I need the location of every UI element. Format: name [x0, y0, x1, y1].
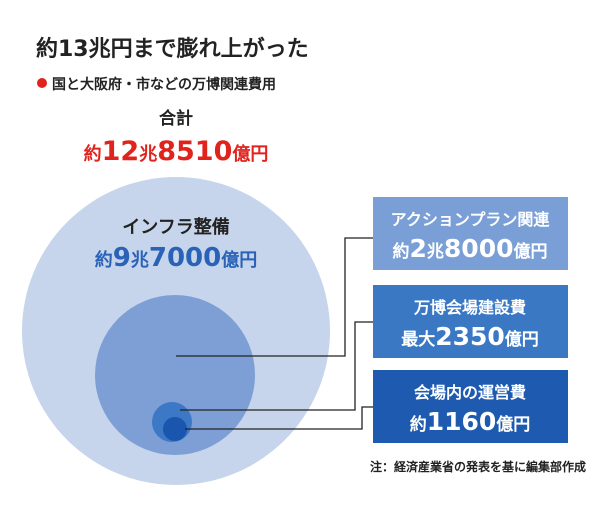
total-value: 約12兆8510億円 [84, 136, 269, 167]
value-part: 約 [393, 241, 410, 262]
value-part: 2 [410, 234, 427, 263]
value-part: 12 [102, 136, 140, 167]
infra-label: インフラ整備 [122, 216, 229, 238]
value-part: 億円 [496, 414, 530, 435]
value-part: 8510 [157, 136, 232, 167]
box-label: アクションプラン関連 [391, 210, 551, 229]
title: 約13兆円まで膨れ上がった [36, 36, 309, 62]
value-part: 億円 [514, 241, 548, 262]
subtitle: 国と大阪府・市などの万博関連費用 [52, 76, 276, 93]
note: 注：経済産業省の発表を基に編集部作成 [370, 459, 586, 474]
bullet [37, 78, 47, 88]
leader-lines [176, 237, 373, 430]
box-value: 約1160億円 [410, 407, 531, 436]
circle-operation [163, 417, 187, 441]
value-part: 兆 [427, 242, 444, 262]
box-label: 会場内の運営費 [414, 383, 526, 402]
circle-infra [95, 295, 255, 455]
value-part: 2350 [435, 322, 505, 351]
value-part: 約 [410, 414, 427, 435]
value-part: 7000 [149, 243, 221, 273]
value-part: 兆 [139, 144, 157, 165]
value-part: 8000 [444, 234, 514, 263]
value-part: 億円 [232, 143, 268, 165]
value-part: 1160 [427, 407, 497, 436]
total-label: 合計 [159, 108, 193, 129]
value-part: 億円 [505, 329, 539, 350]
value-part: 9 [113, 243, 131, 273]
value-part: 最大 [401, 329, 435, 350]
value-part: 約 [95, 249, 113, 271]
box-value: 最大2350億円 [401, 322, 539, 351]
box [373, 370, 568, 443]
box-value: 約2兆8000億円 [393, 234, 548, 263]
value-part: 億円 [221, 249, 257, 271]
value-part: 約 [84, 143, 102, 165]
value-part: 兆 [131, 250, 149, 271]
box [373, 285, 568, 358]
box-label: 万博会場建設費 [413, 298, 526, 317]
infra-value: 約9兆7000億円 [95, 243, 257, 273]
box [373, 197, 568, 270]
